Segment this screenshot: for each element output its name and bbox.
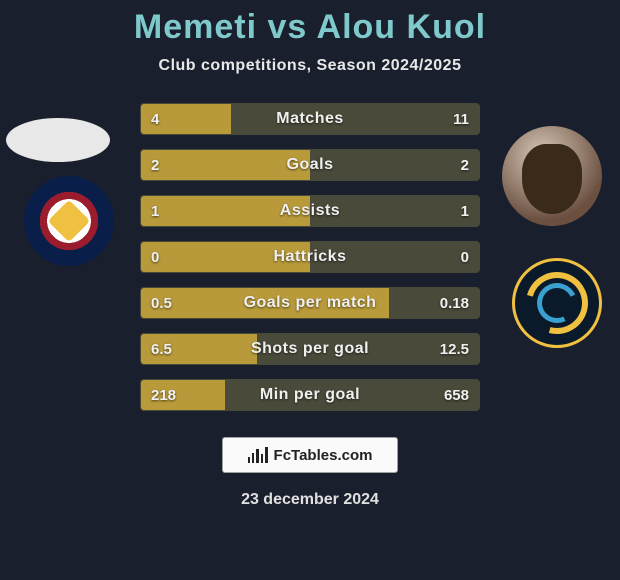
player1-name: Memeti <box>134 8 257 46</box>
stat-label: Assists <box>280 202 340 220</box>
player2-club-crest <box>512 258 602 348</box>
stat-label: Matches <box>276 110 344 128</box>
subtitle: Club competitions, Season 2024/2025 <box>159 57 462 75</box>
vs-label: vs <box>268 8 308 46</box>
player1-avatar <box>6 118 110 162</box>
stat-label: Hattricks <box>274 248 347 266</box>
stat-value-right: 11 <box>453 111 469 128</box>
stat-value-left: 1 <box>151 203 159 220</box>
stat-row: 218 658 Min per goal <box>140 379 480 411</box>
footer-date: 23 december 2024 <box>241 491 379 509</box>
stat-bar-right <box>231 104 479 134</box>
stat-label: Shots per goal <box>251 340 369 358</box>
stat-row: 0.5 0.18 Goals per match <box>140 287 480 319</box>
stat-label: Goals <box>287 156 334 174</box>
player2-avatar <box>502 126 602 226</box>
brand-text: FcTables.com <box>274 447 373 464</box>
stat-value-right: 658 <box>444 387 469 404</box>
stat-label: Min per goal <box>260 386 360 404</box>
stat-value-left: 4 <box>151 111 159 128</box>
title: Memeti vs Alou Kuol <box>134 8 486 47</box>
stat-bar-left <box>141 150 310 180</box>
stat-value-right: 0 <box>461 249 469 266</box>
stat-value-left: 6.5 <box>151 341 172 358</box>
player1-club-crest <box>24 176 114 266</box>
stat-value-right: 0.18 <box>440 295 469 312</box>
stats-list: 411Matches22Goals11Assists00Hattricks0.5… <box>140 103 480 411</box>
stat-value-right: 2 <box>461 157 469 174</box>
stat-value-right: 1 <box>461 203 469 220</box>
player2-name: Alou Kuol <box>317 8 487 46</box>
comparison-card: Memeti vs Alou Kuol Club competitions, S… <box>0 0 620 580</box>
stat-row: 6.5 12.5 Shots per goal <box>140 333 480 365</box>
stat-value-left: 0 <box>151 249 159 266</box>
stat-row: 1 1 Assists <box>140 195 480 227</box>
stat-value-left: 218 <box>151 387 176 404</box>
stat-value-left: 0.5 <box>151 295 172 312</box>
stat-row: 2 2 Goals <box>140 149 480 181</box>
brand-badge: FcTables.com <box>222 437 398 473</box>
stat-value-left: 2 <box>151 157 159 174</box>
stat-label: Goals per match <box>244 294 377 312</box>
chart-icon <box>248 447 268 463</box>
stat-row: 4 11 Matches <box>140 103 480 135</box>
stat-row: 0 0 Hattricks <box>140 241 480 273</box>
stat-bar-right <box>310 150 479 180</box>
stat-value-right: 12.5 <box>440 341 469 358</box>
